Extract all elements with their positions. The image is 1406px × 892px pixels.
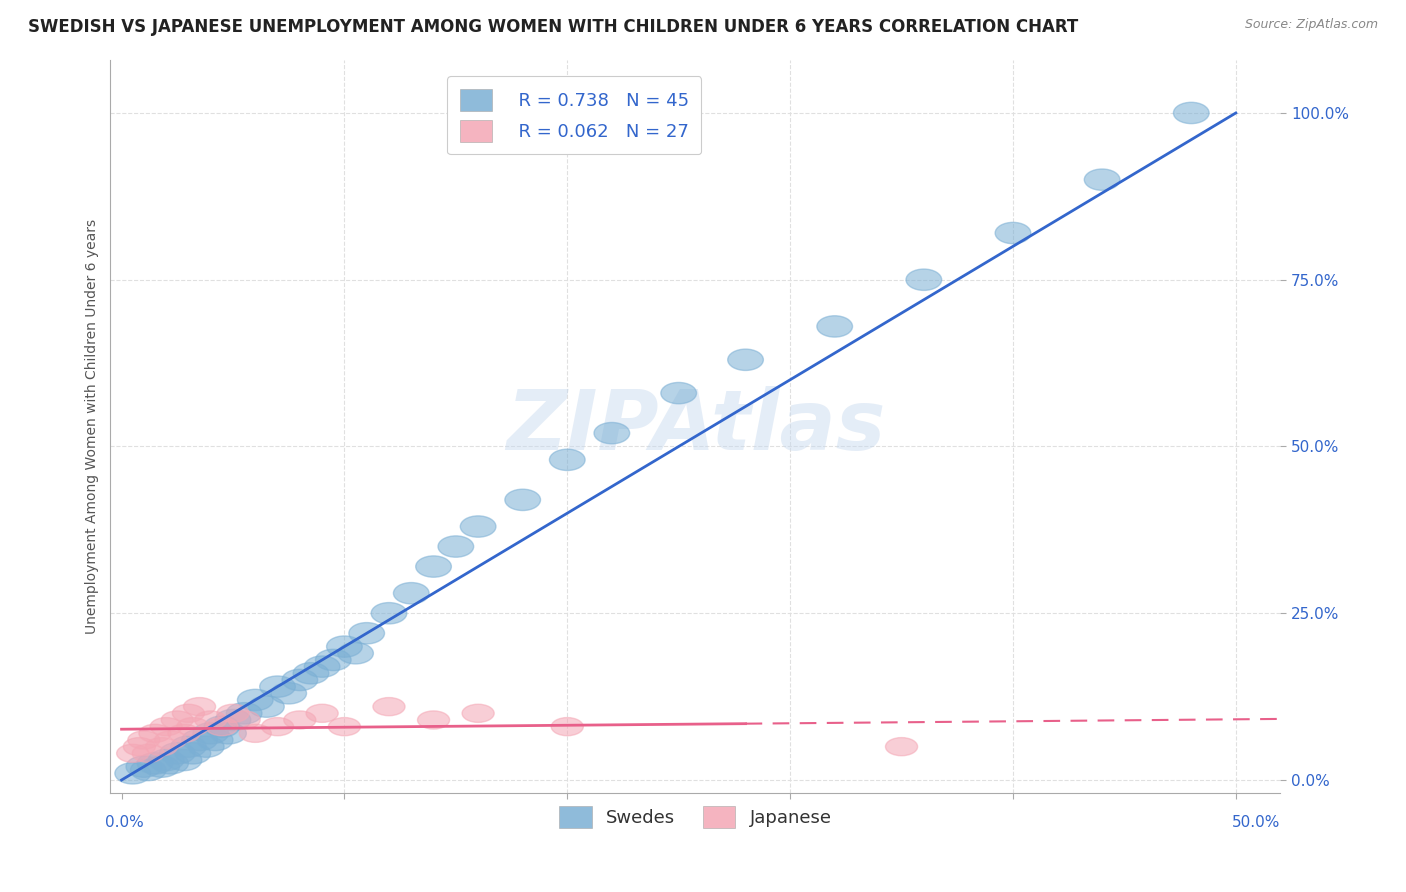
- Ellipse shape: [194, 711, 226, 729]
- Ellipse shape: [551, 717, 583, 736]
- Ellipse shape: [394, 582, 429, 604]
- Ellipse shape: [249, 696, 284, 717]
- Ellipse shape: [193, 723, 229, 744]
- Text: SWEDISH VS JAPANESE UNEMPLOYMENT AMONG WOMEN WITH CHILDREN UNDER 6 YEARS CORRELA: SWEDISH VS JAPANESE UNEMPLOYMENT AMONG W…: [28, 18, 1078, 36]
- Ellipse shape: [217, 704, 249, 723]
- Ellipse shape: [173, 704, 204, 723]
- Ellipse shape: [260, 676, 295, 698]
- Ellipse shape: [1084, 169, 1121, 190]
- Ellipse shape: [349, 623, 384, 644]
- Ellipse shape: [143, 756, 180, 777]
- Ellipse shape: [326, 636, 363, 657]
- Ellipse shape: [174, 743, 211, 764]
- Ellipse shape: [138, 753, 173, 774]
- Ellipse shape: [132, 744, 165, 763]
- Ellipse shape: [146, 738, 177, 756]
- Ellipse shape: [262, 717, 294, 736]
- Ellipse shape: [124, 738, 156, 756]
- Ellipse shape: [162, 711, 193, 729]
- Ellipse shape: [166, 749, 202, 771]
- Ellipse shape: [995, 222, 1031, 244]
- Ellipse shape: [215, 709, 250, 731]
- Ellipse shape: [197, 730, 233, 751]
- Ellipse shape: [905, 269, 942, 291]
- Legend: Swedes, Japanese: Swedes, Japanese: [553, 799, 838, 836]
- Ellipse shape: [460, 516, 496, 537]
- Ellipse shape: [294, 663, 329, 684]
- Ellipse shape: [159, 743, 195, 764]
- Ellipse shape: [188, 736, 224, 757]
- Ellipse shape: [550, 450, 585, 470]
- Ellipse shape: [463, 704, 494, 723]
- Ellipse shape: [148, 749, 184, 771]
- Ellipse shape: [150, 717, 183, 736]
- Ellipse shape: [239, 724, 271, 742]
- Ellipse shape: [155, 731, 187, 749]
- Ellipse shape: [181, 730, 218, 751]
- Ellipse shape: [371, 603, 406, 624]
- Ellipse shape: [271, 682, 307, 704]
- Ellipse shape: [127, 756, 162, 777]
- Y-axis label: Unemployment Among Women with Children Under 6 years: Unemployment Among Women with Children U…: [86, 219, 100, 634]
- Ellipse shape: [337, 642, 374, 664]
- Ellipse shape: [307, 704, 339, 723]
- Ellipse shape: [211, 723, 246, 744]
- Ellipse shape: [284, 711, 316, 729]
- Ellipse shape: [238, 690, 273, 711]
- Ellipse shape: [329, 717, 360, 736]
- Ellipse shape: [505, 489, 540, 510]
- Ellipse shape: [418, 711, 450, 729]
- Ellipse shape: [886, 738, 918, 756]
- Text: 0.0%: 0.0%: [104, 815, 143, 830]
- Ellipse shape: [139, 724, 172, 742]
- Text: Source: ZipAtlas.com: Source: ZipAtlas.com: [1244, 18, 1378, 31]
- Ellipse shape: [167, 724, 200, 742]
- Ellipse shape: [226, 703, 262, 724]
- Ellipse shape: [117, 744, 149, 763]
- Ellipse shape: [170, 736, 207, 757]
- Ellipse shape: [131, 759, 166, 780]
- Ellipse shape: [1174, 103, 1209, 124]
- Ellipse shape: [315, 649, 352, 671]
- Ellipse shape: [205, 717, 238, 736]
- Ellipse shape: [115, 763, 150, 784]
- Ellipse shape: [228, 711, 260, 729]
- Ellipse shape: [416, 556, 451, 577]
- Ellipse shape: [153, 753, 188, 774]
- Ellipse shape: [439, 536, 474, 558]
- Ellipse shape: [593, 423, 630, 444]
- Ellipse shape: [661, 383, 696, 404]
- Ellipse shape: [728, 349, 763, 370]
- Ellipse shape: [283, 669, 318, 690]
- Ellipse shape: [817, 316, 852, 337]
- Ellipse shape: [177, 717, 209, 736]
- Ellipse shape: [373, 698, 405, 715]
- Text: ZIPAtlas: ZIPAtlas: [506, 386, 886, 467]
- Ellipse shape: [128, 731, 160, 749]
- Ellipse shape: [304, 656, 340, 677]
- Text: 50.0%: 50.0%: [1232, 815, 1281, 830]
- Ellipse shape: [204, 716, 239, 738]
- Ellipse shape: [184, 698, 215, 715]
